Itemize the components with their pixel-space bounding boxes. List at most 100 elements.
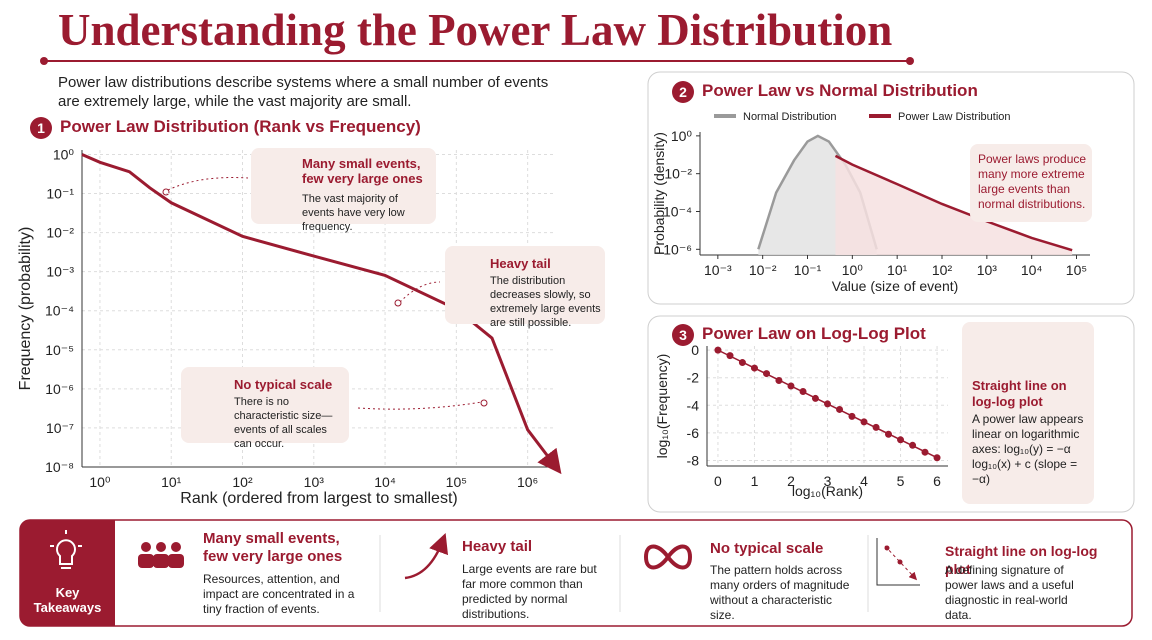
- point: [763, 370, 771, 378]
- rule-dot: [906, 57, 914, 65]
- takeaway-title: Straight line on log-log plot: [945, 543, 1098, 577]
- y-tick-label: 10⁻²: [664, 166, 692, 182]
- takeaway-text: A defining signature of power laws and a…: [945, 563, 1074, 622]
- x-tick-label: 10⁵: [446, 474, 467, 490]
- annotation-title: Many small events, few very large ones: [302, 156, 423, 186]
- x-tick-label: 10⁶: [517, 474, 538, 490]
- annotation-text: The distribution decreases slowly, so ex…: [490, 275, 601, 329]
- x-tick-label: 3: [824, 473, 832, 489]
- takeaway-text: Resources, attention, and impact are con…: [203, 572, 355, 616]
- x-tick-label: 10⁰: [842, 262, 864, 278]
- point: [836, 405, 844, 413]
- point: [714, 346, 722, 354]
- connectors: [167, 177, 483, 410]
- x-tick-label: 10³: [304, 474, 325, 490]
- annotation: [445, 246, 605, 324]
- takeaway-text: Large events are rare but far more commo…: [462, 562, 597, 621]
- point: [933, 454, 941, 462]
- tail-icon: [404, 532, 449, 580]
- point: [884, 430, 892, 438]
- x-tick-label: 10⁵: [1066, 262, 1087, 278]
- x-tick-label: 10⁻³: [704, 262, 732, 278]
- y-tick-label: -8: [687, 452, 700, 468]
- y-axis-label: log₁₀(Frequency): [654, 354, 670, 459]
- x-tick-label: 10⁻¹: [794, 262, 822, 278]
- section-badge: [672, 324, 694, 346]
- section-badge: [672, 81, 694, 103]
- point: [799, 388, 807, 396]
- x-tick-label: 10⁻²: [749, 262, 777, 278]
- x-axis-label: log₁₀(Rank): [792, 483, 863, 499]
- point: [921, 448, 929, 456]
- annotation-text: There is no characteristic size—events o…: [234, 396, 333, 450]
- legend-label: Power Law Distribution: [898, 111, 1011, 123]
- note-box: [970, 144, 1092, 222]
- annotation: [181, 367, 349, 443]
- people-icon: [138, 542, 184, 568]
- x-tick-label: 2: [787, 473, 795, 489]
- x-tick-label: 10⁴: [374, 474, 396, 490]
- x-axis-label: Rank (ordered from largest to smallest): [180, 490, 457, 507]
- point: [775, 376, 783, 384]
- takeaway-badge: [20, 520, 115, 626]
- section-number: 2: [679, 84, 687, 100]
- section-number: 1: [37, 120, 45, 136]
- x-tick-label: 10¹: [887, 262, 908, 278]
- x-tick-label: 0: [714, 473, 722, 489]
- point: [738, 359, 746, 367]
- annotation: [251, 148, 436, 224]
- series-line: [834, 154, 1073, 252]
- takeaway-title: Many small events, few very large ones: [203, 530, 343, 565]
- intro: Power law distributions describe systems…: [58, 74, 549, 110]
- takeaway-heading: Key Takeaways: [33, 585, 102, 615]
- y-tick-label: 10⁻⁶: [45, 381, 74, 397]
- y-tick-label: -2: [687, 370, 700, 386]
- x-tick-label: 6: [933, 473, 941, 489]
- bulb-icon: [50, 530, 82, 569]
- point: [787, 382, 795, 390]
- y-tick-label: 10⁰: [671, 128, 693, 144]
- note-box: [962, 322, 1094, 504]
- note-title: Straight line on log-log plot: [972, 378, 1067, 409]
- x-tick-label: 10⁰: [89, 474, 111, 490]
- section-title: Power Law on Log-Log Plot: [702, 324, 926, 343]
- x-tick-label: 5: [897, 473, 905, 489]
- y-tick-label: 10⁻¹: [46, 186, 74, 202]
- note: Power laws produce many more extreme lar…: [978, 152, 1087, 211]
- point: [726, 352, 734, 360]
- rule-dot: [40, 57, 48, 65]
- annotation-title: No typical scale: [234, 377, 333, 392]
- section-title: Power Law vs Normal Distribution: [702, 81, 978, 100]
- x-tick-label: 1: [751, 473, 759, 489]
- area: [835, 155, 1073, 255]
- x-tick-label: 10²: [232, 474, 253, 490]
- legend-label: Normal Distribution: [743, 111, 837, 123]
- y-tick-label: 10⁻⁶: [663, 241, 692, 257]
- infinity-icon: [643, 544, 693, 570]
- annotation-text: The vast majority of events have very lo…: [302, 193, 405, 233]
- point: [824, 400, 831, 408]
- takeaway-text: The pattern holds across many orders of …: [710, 563, 850, 622]
- y-axis-label: Frequency (probability): [17, 227, 34, 391]
- x-tick-label: 4: [860, 473, 868, 489]
- dividers: [379, 535, 869, 612]
- loglog-icon: [876, 538, 920, 586]
- point: [872, 423, 880, 431]
- point: [909, 441, 917, 449]
- annotation-title: Heavy tail: [490, 256, 551, 271]
- y-tick-label: 10⁻²: [46, 225, 74, 241]
- point: [860, 418, 868, 426]
- y-tick-label: 10⁰: [53, 146, 75, 162]
- section-title: Power Law Distribution (Rank vs Frequenc…: [60, 117, 421, 136]
- y-tick-label: 0: [691, 342, 699, 358]
- y-axis-label: Probability (density): [651, 132, 667, 255]
- y-tick-label: 10⁻⁸: [45, 459, 74, 475]
- point: [750, 364, 758, 372]
- y-tick-label: 10⁻⁵: [45, 342, 74, 358]
- y-tick-label: 10⁻⁴: [45, 303, 74, 319]
- point: [811, 394, 819, 402]
- point: [897, 436, 905, 444]
- y-tick-label: 10⁻³: [46, 264, 74, 280]
- y-tick-label: 10⁻⁷: [46, 420, 74, 436]
